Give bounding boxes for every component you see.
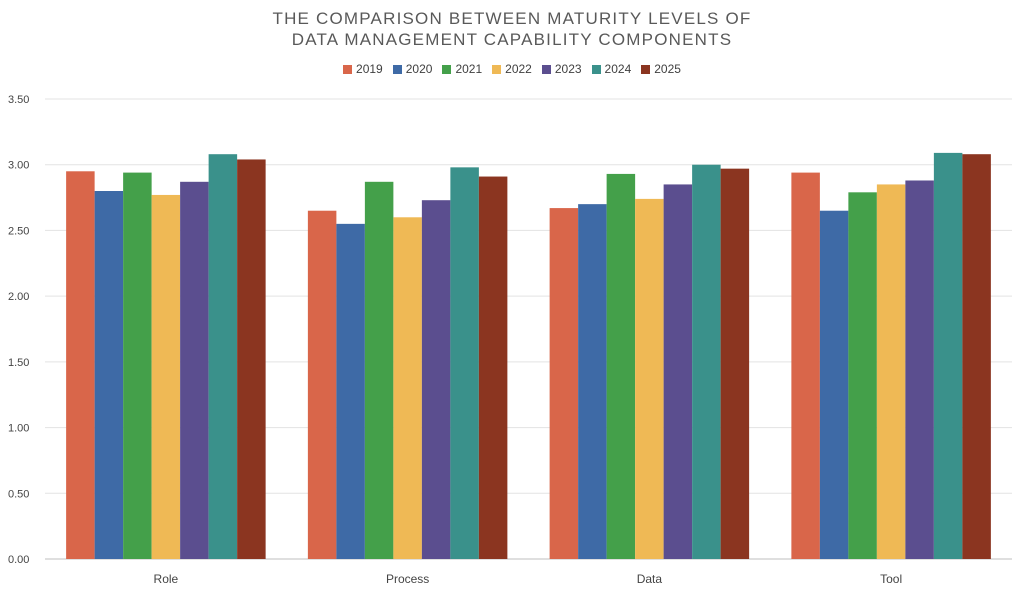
bar-process-2023 [421, 200, 451, 559]
bar-data-2019 [549, 208, 579, 560]
y-tick-label: 0.00 [8, 554, 29, 566]
legend-swatch [591, 64, 601, 74]
legend-item-2019: 2019 [343, 62, 383, 76]
y-tick-label: 1.00 [8, 423, 29, 435]
bar-tool-2020 [819, 210, 849, 559]
x-category-label: Data [637, 572, 663, 586]
bar-process-2021 [364, 181, 394, 560]
legend-item-2023: 2023 [541, 62, 582, 76]
legend-label: 2019 [356, 62, 383, 76]
legend-item-2025: 2025 [641, 62, 681, 76]
chart-title-line-2: DATA MANAGEMENT CAPABILITY COMPONENTS [291, 30, 733, 49]
legend-label: 2020 [405, 62, 433, 76]
legend-item-2020: 2020 [392, 62, 433, 76]
legend-swatch [392, 64, 402, 74]
y-tick-label: 1.50 [8, 357, 29, 369]
bar-data-2021 [606, 173, 636, 559]
bar-tool-2023 [905, 180, 934, 559]
bar-role-2025 [237, 159, 266, 559]
legend-swatch [442, 64, 452, 74]
bar-tool-2025 [962, 154, 991, 559]
chart-title-line-1: THE COMPARISON BETWEEN MATURITY LEVELS O… [272, 9, 752, 28]
legend-label: 2022 [505, 62, 532, 76]
legend-swatch [492, 64, 502, 74]
y-tick-label: 2.00 [8, 291, 29, 303]
bar-data-2024 [692, 164, 721, 559]
bar-role-2020 [94, 191, 124, 559]
bar-data-2020 [578, 204, 607, 559]
chart-legend: 2019 2020 2021 2022 2023 2024 2025 [0, 62, 1024, 76]
legend-swatch [343, 64, 353, 74]
y-tick-label: 3.50 [8, 94, 29, 106]
bar-role-2019 [66, 171, 95, 560]
bar-process-2022 [393, 217, 422, 560]
legend-item-2024: 2024 [591, 62, 632, 76]
bar-data-2022 [635, 198, 664, 559]
legend-label: 2021 [455, 62, 483, 76]
bar-data-2023 [663, 184, 693, 559]
y-tick-label: 3.00 [8, 160, 29, 172]
bar-data-2025 [720, 168, 750, 559]
bar-process-2019 [307, 210, 337, 559]
bar-role-2022 [151, 194, 181, 559]
legend-label: 2024 [604, 62, 632, 76]
bar-tool-2019 [791, 172, 820, 559]
legend-swatch [541, 64, 551, 74]
legend-label: 2025 [654, 62, 681, 76]
bar-tool-2024 [933, 152, 963, 559]
bar-role-2023 [180, 181, 209, 560]
bar-role-2021 [123, 172, 152, 559]
bar-process-2025 [478, 176, 508, 560]
bar-tool-2022 [876, 184, 906, 559]
y-tick-label: 2.50 [8, 225, 29, 237]
legend-swatch [641, 64, 651, 74]
bar-process-2020 [336, 223, 365, 559]
legend-label: 2023 [554, 62, 582, 76]
bar-role-2024 [208, 154, 238, 559]
bar-process-2024 [450, 167, 479, 560]
legend-item-2021: 2021 [442, 62, 482, 76]
x-category-label: Tool [880, 572, 902, 586]
x-category-label: Process [386, 572, 429, 586]
bar-tool-2021 [848, 192, 877, 560]
y-tick-label: 0.50 [8, 488, 29, 500]
chart-title: THE COMPARISON BETWEEN MATURITY LEVELS O… [0, 8, 1024, 50]
x-category-label: Role [154, 572, 179, 586]
legend-item-2022: 2022 [492, 62, 532, 76]
